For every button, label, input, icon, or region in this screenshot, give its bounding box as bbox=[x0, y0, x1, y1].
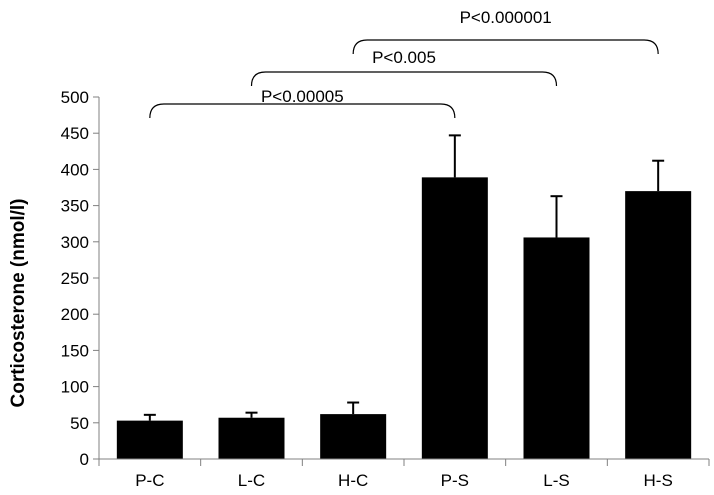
x-tick-label: H-S bbox=[644, 471, 673, 490]
bar bbox=[218, 417, 285, 459]
significance-bracket bbox=[250, 71, 558, 87]
y-axis-label: Corticosterone (nmol/l) bbox=[8, 198, 29, 407]
y-tick-label: 200 bbox=[61, 305, 89, 324]
x-tick-label: P-S bbox=[441, 471, 469, 490]
y-tick-label: 300 bbox=[61, 233, 89, 252]
y-tick-label: 100 bbox=[61, 378, 89, 397]
y-tick-label: 250 bbox=[61, 269, 89, 288]
bar bbox=[320, 414, 387, 459]
significance-brackets: P<0.00005 P<0.005 P<0.000001 bbox=[149, 8, 659, 119]
y-tick-label: 50 bbox=[70, 414, 89, 433]
p-value-label: P<0.000001 bbox=[460, 8, 552, 27]
significance-bracket bbox=[352, 39, 659, 55]
x-tick-label: L-S bbox=[543, 471, 569, 490]
y-axis-ticks: 0 50 100 150 200 250 300 350 400 450 500 bbox=[61, 88, 99, 469]
bar bbox=[421, 177, 488, 459]
y-tick-label: 350 bbox=[61, 197, 89, 216]
significance-bracket bbox=[149, 103, 456, 119]
x-tick-label: H-C bbox=[338, 471, 368, 490]
bar bbox=[116, 420, 183, 459]
y-tick-label: 500 bbox=[61, 88, 89, 107]
y-tick-label: 450 bbox=[61, 124, 89, 143]
x-tick-label: L-C bbox=[238, 471, 265, 490]
x-tick-label: P-C bbox=[135, 471, 164, 490]
y-tick-label: 400 bbox=[61, 160, 89, 179]
p-value-label: P<0.005 bbox=[372, 48, 436, 67]
y-tick-label: 150 bbox=[61, 341, 89, 360]
bar bbox=[625, 191, 692, 459]
bar bbox=[523, 237, 590, 459]
bar-series bbox=[116, 177, 692, 459]
y-tick-label: 0 bbox=[80, 450, 89, 469]
p-value-label: P<0.00005 bbox=[261, 87, 344, 106]
x-axis-ticks: P-C L-C H-C P-S L-S H-S bbox=[98, 459, 710, 490]
error-bars bbox=[143, 134, 665, 421]
